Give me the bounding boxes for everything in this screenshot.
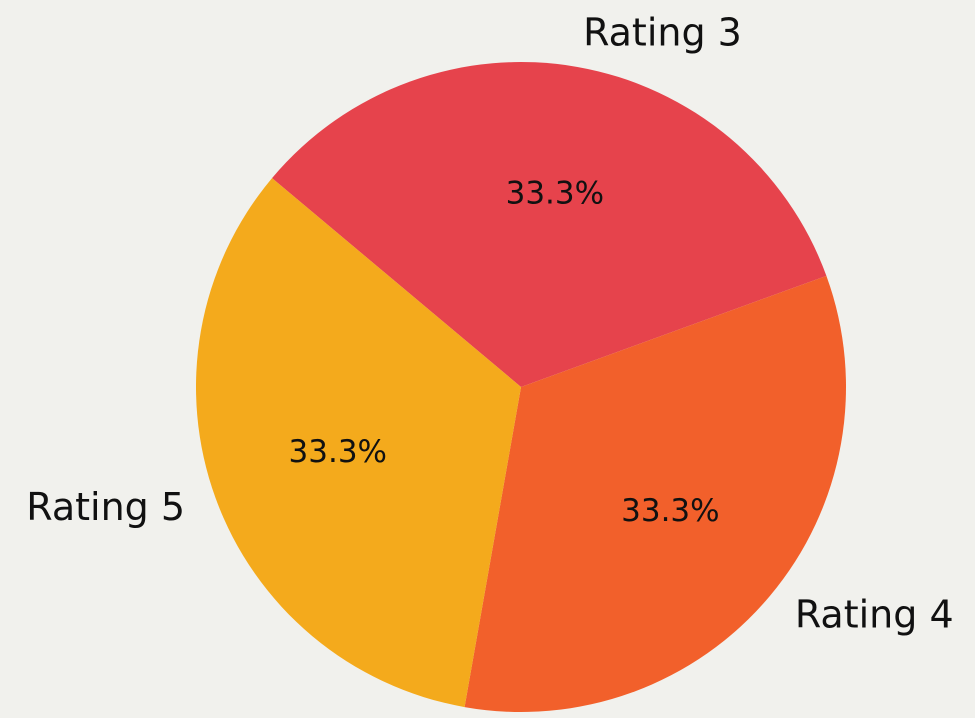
pie-slice bbox=[464, 275, 846, 712]
pie-slice bbox=[272, 62, 827, 387]
percent-label: 33.3% bbox=[506, 175, 604, 211]
slice-label: Rating 3 bbox=[583, 10, 742, 54]
slice-label: Rating 4 bbox=[795, 592, 954, 636]
percent-label: 33.3% bbox=[621, 493, 719, 529]
percent-label: 33.3% bbox=[289, 434, 387, 470]
pie-slice bbox=[196, 178, 521, 708]
slice-label: Rating 5 bbox=[26, 485, 185, 529]
